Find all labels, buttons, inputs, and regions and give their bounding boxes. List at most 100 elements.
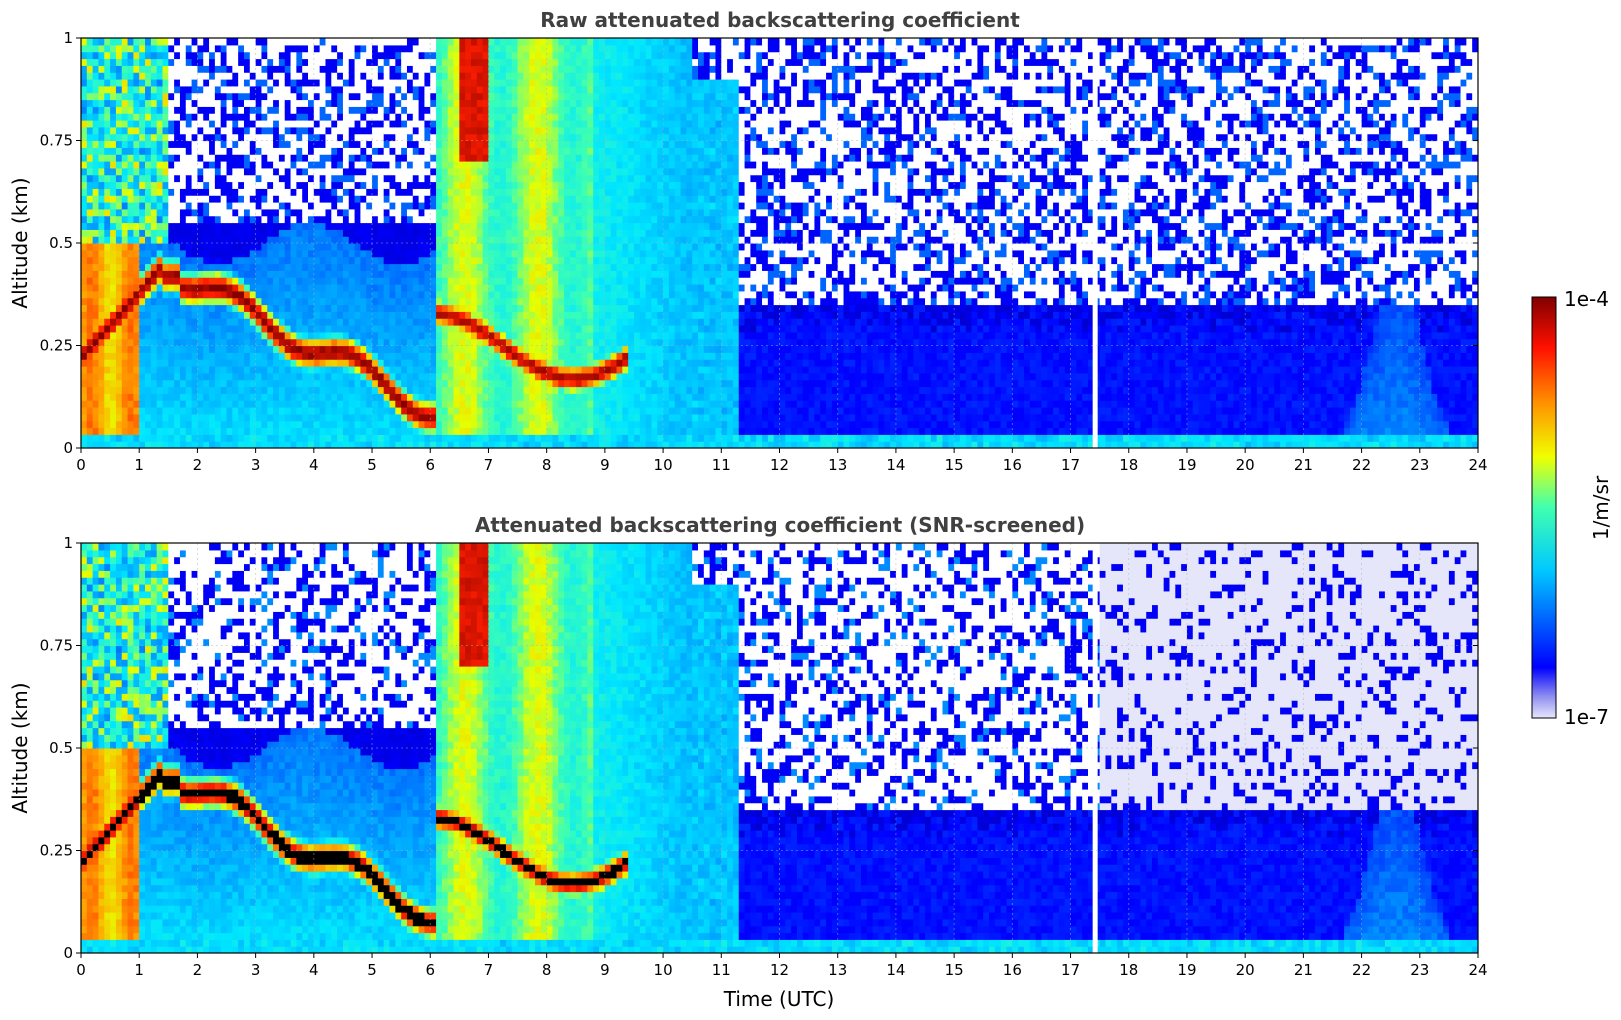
heatmap-cell <box>372 345 379 353</box>
heatmap-cell <box>395 236 402 244</box>
heatmap-cell <box>372 413 379 422</box>
heatmap-cell <box>348 352 356 360</box>
heatmap-cell <box>535 304 542 312</box>
heatmap-cell <box>302 174 309 183</box>
heatmap-cell <box>424 400 431 408</box>
heatmap-cell <box>494 372 501 381</box>
heatmap-cell <box>232 297 239 306</box>
heatmap-cell <box>203 79 210 87</box>
heatmap-cell <box>191 263 199 271</box>
heatmap-cell <box>139 372 146 381</box>
heatmap-cell <box>313 92 321 101</box>
heatmap-cell <box>552 325 559 333</box>
heatmap-cell <box>214 338 222 347</box>
heatmap-cell <box>174 85 181 94</box>
heatmap-cell <box>121 338 129 347</box>
heatmap-cell <box>447 167 455 176</box>
heatmap-cell <box>214 263 222 271</box>
heatmap-cell <box>197 181 204 189</box>
heatmap-cell <box>86 393 94 401</box>
heatmap-cell <box>505 140 513 148</box>
heatmap-cell <box>558 208 565 217</box>
heatmap-cell <box>92 277 100 285</box>
heatmap-cell <box>500 345 507 353</box>
heatmap-cell <box>185 359 193 367</box>
heatmap-cell <box>243 372 251 381</box>
heatmap-cell <box>243 352 251 360</box>
heatmap-cell <box>430 304 437 312</box>
heatmap-cell <box>517 400 524 408</box>
heatmap-cell <box>366 79 373 87</box>
heatmap-cell <box>406 99 414 107</box>
heatmap-cell <box>348 106 356 114</box>
heatmap-cell <box>412 379 420 388</box>
heatmap-cell <box>494 400 501 408</box>
heatmap-cell <box>145 167 152 176</box>
heatmap-cell <box>261 147 268 155</box>
heatmap-cell <box>523 85 530 94</box>
heatmap-cell <box>517 174 524 183</box>
heatmap-cell <box>441 277 449 285</box>
heatmap-cell <box>529 161 536 169</box>
heatmap-cell <box>348 215 356 224</box>
heatmap-cell <box>203 331 210 340</box>
heatmap-cell <box>110 256 117 265</box>
heatmap-cell <box>115 249 123 258</box>
heatmap-cell <box>150 161 158 169</box>
heatmap-cell <box>523 181 530 189</box>
heatmap-cell <box>278 147 286 155</box>
heatmap-cell <box>127 372 134 381</box>
heatmap-cell <box>139 407 146 415</box>
heatmap-cell <box>383 379 391 388</box>
heatmap-cell <box>348 51 356 60</box>
heatmap-cell <box>261 386 268 394</box>
heatmap-cell <box>476 359 484 367</box>
heatmap-cell <box>179 249 187 258</box>
heatmap-cell <box>465 284 472 292</box>
heatmap-cell <box>540 44 548 53</box>
heatmap-cell <box>325 400 332 408</box>
heatmap-cell <box>447 133 455 142</box>
heatmap-cell <box>203 420 210 429</box>
heatmap-cell <box>156 304 164 312</box>
heatmap-cell <box>296 65 303 73</box>
heatmap-cell <box>308 243 315 251</box>
heatmap-cell <box>145 236 152 244</box>
heatmap-cell <box>179 154 187 162</box>
heatmap-cell <box>418 270 426 278</box>
heatmap-cell <box>121 400 129 408</box>
heatmap-cell <box>127 407 134 415</box>
heatmap-cell <box>238 99 245 107</box>
heatmap-cell <box>92 304 100 312</box>
heatmap-cell <box>389 188 396 196</box>
heatmap-cell <box>145 372 152 381</box>
heatmap-cell <box>418 51 426 60</box>
heatmap-cell <box>191 188 199 196</box>
heatmap-cell <box>354 208 361 217</box>
heatmap-cell <box>127 222 134 230</box>
heatmap-cell <box>203 140 210 148</box>
heatmap-cell <box>401 393 408 401</box>
heatmap-cell <box>505 359 513 367</box>
heatmap-cell <box>174 243 181 251</box>
heatmap-cell <box>337 147 344 155</box>
heatmap-cell <box>308 393 315 401</box>
heatmap-cell <box>337 174 344 183</box>
heatmap-cell <box>209 393 216 401</box>
heatmap-cell <box>139 345 146 353</box>
heatmap-cell <box>139 215 146 224</box>
heatmap-cell <box>290 352 297 360</box>
heatmap-cell <box>377 359 385 367</box>
heatmap-cell <box>284 434 292 442</box>
heatmap-cell <box>523 38 530 46</box>
heatmap-cell <box>174 181 181 189</box>
heatmap-cell <box>529 44 536 53</box>
heatmap-cell <box>284 113 292 121</box>
heatmap-cell <box>401 359 408 367</box>
heatmap-cell <box>441 338 449 347</box>
heatmap-cell <box>203 161 210 169</box>
heatmap-cell <box>360 311 367 319</box>
heatmap-cell <box>546 359 554 367</box>
heatmap-cell <box>500 359 507 367</box>
heatmap-cell <box>389 352 396 360</box>
